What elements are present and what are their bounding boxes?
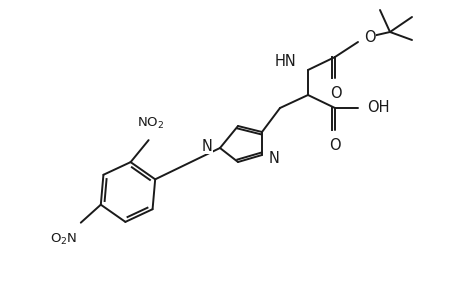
Text: O: O: [330, 86, 341, 101]
Text: HN: HN: [274, 53, 295, 68]
Text: N: N: [269, 151, 279, 166]
Text: N: N: [202, 139, 213, 154]
Text: O: O: [329, 138, 340, 153]
Text: NO$_2$: NO$_2$: [137, 116, 164, 131]
Text: OH: OH: [366, 100, 389, 115]
Text: O$_2$N: O$_2$N: [50, 232, 77, 247]
Text: O: O: [363, 29, 375, 44]
